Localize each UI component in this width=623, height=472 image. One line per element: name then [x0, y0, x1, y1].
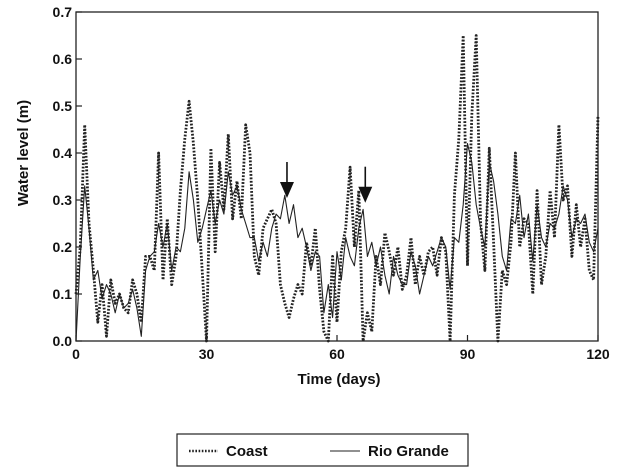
series-line-rio-grande	[75, 143, 599, 342]
y-tick-label: 0.2	[53, 239, 73, 255]
x-tick-label: 90	[460, 346, 476, 362]
y-axis-title: Water level (m)	[15, 100, 32, 206]
legend-box	[176, 433, 469, 467]
x-tick-label: 0	[72, 346, 80, 362]
x-tick-label: 60	[329, 346, 345, 362]
down-arrow-icon	[358, 166, 373, 203]
axes: 0 30 60 90 120 0.0 0.1 0.2 0.3 0.4 0.5 0.6 0.7	[53, 4, 610, 362]
plot-frame	[75, 11, 599, 342]
annotations	[279, 162, 373, 203]
y-tick-label: 0.3	[53, 192, 73, 208]
plot-area	[75, 11, 599, 342]
y-tick-label: 0.1	[53, 286, 73, 302]
x-tick-label: 30	[199, 346, 215, 362]
down-arrow-icon	[279, 162, 294, 198]
x-tick-label: 120	[586, 346, 610, 362]
y-tick-label: 0.0	[53, 333, 73, 349]
y-tick-label: 0.4	[53, 145, 73, 161]
series-line-coast	[74, 34, 600, 343]
legend: Coast Rio Grande	[176, 433, 469, 467]
x-axis-title: Time (days)	[297, 371, 380, 388]
legend-label-coast: Coast	[226, 443, 268, 460]
legend-label-rio-grande: Rio Grande	[368, 443, 449, 460]
y-tick-label: 0.7	[53, 4, 73, 20]
y-tick-label: 0.5	[53, 98, 73, 114]
y-tick-label: 0.6	[53, 51, 73, 67]
series-lines	[74, 34, 600, 343]
